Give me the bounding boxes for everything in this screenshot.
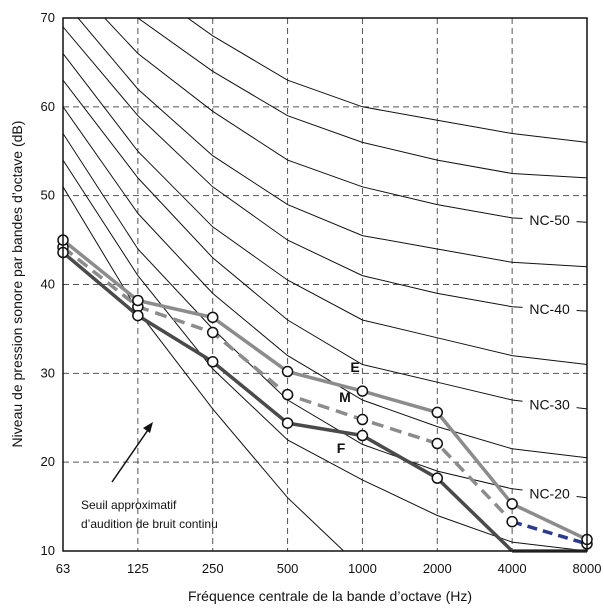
nc-curve-9 — [137, 18, 587, 179]
nc-curve-8 — [103, 18, 587, 223]
nc-curve-10 — [186, 18, 587, 143]
nc-curve-7 — [77, 18, 587, 268]
series-marker-E — [206, 311, 219, 324]
nc-label: NC-30 — [529, 396, 570, 412]
x-tick-label: 125 — [127, 561, 149, 576]
series-marker-F — [356, 429, 369, 442]
annotation-arrowhead — [143, 422, 153, 433]
y-tick-labels: 10 20 30 40 50 60 70 — [41, 10, 55, 558]
series-marker-M — [206, 326, 219, 339]
y-tick-label: 40 — [41, 277, 55, 292]
series-tail-E — [511, 502, 588, 542]
plot-frame — [62, 17, 588, 552]
x-tick-label: 4000 — [498, 561, 527, 576]
series-marker-M — [506, 515, 518, 528]
series-marker-E — [281, 365, 294, 378]
series-marker-F — [431, 472, 444, 484]
series-marker-F — [281, 417, 294, 429]
y-tick-label: 50 — [41, 188, 55, 203]
nc-label: NC-50 — [529, 212, 570, 228]
nc-label-bg — [522, 395, 577, 415]
x-axis-title: Fréquence centrale de la bande d’octave … — [188, 588, 472, 604]
x-tick-label: 250 — [202, 561, 224, 576]
nc-label-bg — [522, 299, 577, 319]
series-marker-E — [506, 498, 518, 510]
series-label-M: M — [339, 389, 351, 405]
series-marker-E — [132, 294, 144, 307]
series-marker-F — [132, 309, 144, 322]
y-tick-label: 60 — [41, 99, 55, 114]
nc-curve-5 — [63, 53, 587, 365]
series-marker-M — [281, 388, 294, 401]
nc-labels: NC-20 NC-30 NC-40 NC-50 — [522, 211, 577, 504]
y-tick-label: 30 — [41, 365, 55, 380]
nc-curve-0 — [63, 186, 345, 551]
nc-curve-1 — [63, 159, 587, 551]
nc-curve-6 — [63, 26, 587, 312]
y-tick-label: 20 — [41, 454, 55, 469]
x-tick-label: 63 — [56, 561, 70, 576]
threshold-annotation: Seuil approximatif d’audition de bruit c… — [81, 422, 218, 531]
series-marker-E — [356, 385, 369, 397]
nc-label: NC-40 — [529, 301, 570, 317]
x-tick-label: 8000 — [573, 561, 602, 576]
nc-label: NC-20 — [529, 485, 570, 501]
annotation-arrow-line — [111, 426, 151, 483]
series-marker-F — [206, 356, 219, 368]
series-marker-E — [431, 406, 444, 419]
nc-curve-3 — [63, 106, 587, 459]
series-marker-M — [356, 413, 369, 426]
series-labels: EM F — [337, 359, 360, 456]
nc-label-bg — [522, 484, 577, 504]
x-tick-label: 1000 — [348, 561, 377, 576]
grid — [63, 18, 587, 551]
nc-curve-4 — [63, 79, 587, 410]
series-label-F: F — [337, 440, 346, 456]
x-tick-labels: 63 125 250 500 1000 2000 4000 8000 — [56, 561, 602, 576]
y-tick-label: 10 — [41, 543, 55, 558]
nc-label-bg — [522, 211, 577, 231]
series-marker-M — [431, 437, 444, 450]
x-tick-label: 500 — [277, 561, 299, 576]
y-tick-label: 70 — [41, 10, 55, 25]
annotation-line-1: Seuil approximatif — [81, 498, 177, 512]
annotation-line-2: d’audition de bruit continu — [81, 517, 218, 531]
x-tick-label: 2000 — [423, 561, 452, 576]
nc-curve-2 — [63, 133, 587, 499]
series-tail-M — [511, 520, 588, 546]
y-axis-title: Niveau de pression sonore par bandes d’o… — [9, 121, 25, 448]
series-label-E: E — [350, 359, 359, 375]
